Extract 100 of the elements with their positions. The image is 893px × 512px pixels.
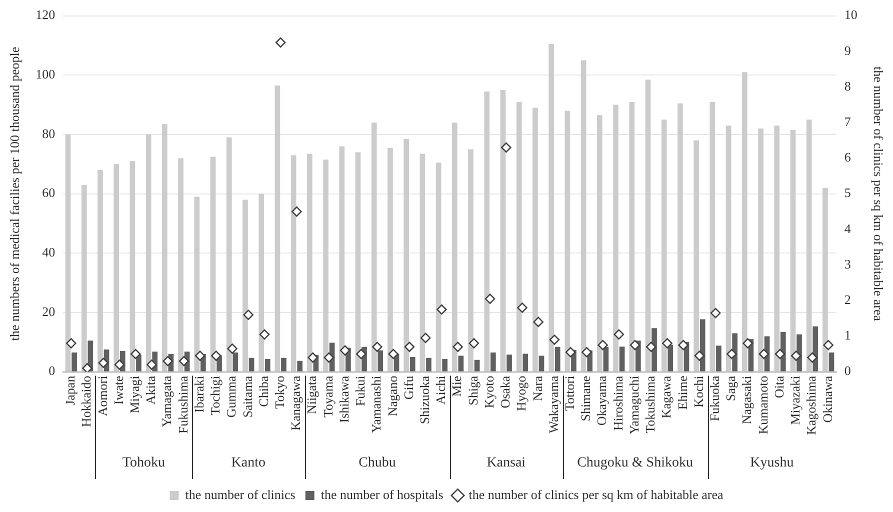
x-tick-label: Okayama xyxy=(594,376,610,426)
bar xyxy=(548,44,554,372)
legend-label: the number of clinics per sq km of habitable area xyxy=(468,486,724,502)
x-tick-label: Ibaraki xyxy=(191,375,206,413)
bar xyxy=(307,154,312,372)
bar xyxy=(506,354,512,372)
point xyxy=(227,344,238,354)
bar xyxy=(522,354,528,372)
point xyxy=(468,338,480,348)
y2-tick-label: 9 xyxy=(844,42,851,58)
bar xyxy=(130,161,136,372)
point xyxy=(646,342,656,352)
x-tick-label: Aichi xyxy=(433,375,448,405)
bar xyxy=(72,352,77,372)
x-tick-label: Yamanashi xyxy=(368,375,384,433)
y2-tick-label: 7 xyxy=(844,114,852,130)
bar xyxy=(700,319,706,372)
x-tick-label: Fukui xyxy=(352,375,368,406)
bar xyxy=(388,148,393,372)
bar xyxy=(484,91,490,372)
point xyxy=(259,329,270,340)
bar xyxy=(790,130,796,372)
text: Kansai xyxy=(486,456,526,471)
bar xyxy=(281,358,286,372)
bar xyxy=(371,122,377,372)
x-tick-label: Shiga xyxy=(465,376,480,406)
point xyxy=(275,37,286,48)
bar xyxy=(710,102,716,372)
bar xyxy=(822,188,828,372)
legend-label: the number of hospitals xyxy=(320,486,444,502)
x-tick-label: Tochigi xyxy=(208,375,223,416)
point xyxy=(356,348,366,360)
point xyxy=(420,332,431,344)
x-tick-label: Gifu xyxy=(400,375,416,400)
x-tick-label: Oita xyxy=(771,376,786,398)
point xyxy=(66,338,76,348)
text: Kyushu xyxy=(750,456,794,471)
point xyxy=(774,348,786,360)
y2-tick-label: 4 xyxy=(844,220,852,236)
bar xyxy=(678,103,683,372)
bar xyxy=(538,356,544,372)
point xyxy=(436,304,447,315)
x-tick-label: Yamaguchi xyxy=(626,375,642,434)
x-tick-label: Nagano xyxy=(384,376,400,416)
point xyxy=(162,356,173,366)
x-tick-label: Tottori xyxy=(562,375,577,411)
point xyxy=(533,316,544,328)
text: Chubu xyxy=(358,456,396,471)
x-tick-label: Nara xyxy=(530,376,545,402)
x-tick-label: Okinawa xyxy=(820,376,835,423)
x-tick-label: Japan xyxy=(62,375,78,406)
x-tick-label: Tokyo xyxy=(272,376,288,409)
bar xyxy=(162,124,168,372)
x-tick-label: Mie xyxy=(449,376,464,397)
x-tick-label: Aomori xyxy=(94,375,110,416)
bar xyxy=(645,80,651,372)
x-tick-label: Fukuoka xyxy=(706,376,722,422)
text: Kanto xyxy=(231,456,266,471)
bar xyxy=(420,154,426,372)
y-tick-label: 100 xyxy=(36,66,56,82)
point xyxy=(82,363,92,372)
point xyxy=(98,358,109,368)
bar xyxy=(806,120,812,372)
bar xyxy=(274,86,280,372)
bar xyxy=(500,90,506,372)
x-tick-label: Kochi xyxy=(690,375,706,408)
bar xyxy=(210,156,216,372)
bar xyxy=(114,164,120,372)
y2-tick-label: 3 xyxy=(844,256,851,272)
x-tick-label: Ehime xyxy=(674,376,690,410)
bar xyxy=(146,134,152,372)
y2-tick-label: 2 xyxy=(844,292,851,308)
bar xyxy=(426,358,432,372)
y-tick-label: 40 xyxy=(42,244,56,260)
bar xyxy=(619,346,625,372)
point xyxy=(742,338,753,348)
bar xyxy=(564,110,570,372)
x-tick-label: Hokkaido xyxy=(78,376,94,428)
x-tick-label: Osaka xyxy=(498,376,513,408)
bar xyxy=(339,146,345,372)
bar xyxy=(596,115,602,372)
x-tick-label: Toyama xyxy=(320,376,336,418)
bar xyxy=(242,200,248,372)
point xyxy=(484,294,496,304)
bar xyxy=(458,356,464,372)
point xyxy=(388,348,399,360)
bar xyxy=(248,358,254,372)
bar xyxy=(226,137,232,372)
y-tick-label: 120 xyxy=(36,7,56,22)
point xyxy=(598,340,608,350)
point xyxy=(178,356,190,366)
bar xyxy=(613,104,618,372)
point xyxy=(243,310,254,320)
bar xyxy=(758,128,764,372)
bar xyxy=(65,134,71,372)
x-tick-label: Niigata xyxy=(304,376,320,414)
point xyxy=(500,142,512,153)
bar xyxy=(194,196,200,372)
y2-tick-label: 0 xyxy=(844,363,851,378)
bar xyxy=(694,140,699,372)
